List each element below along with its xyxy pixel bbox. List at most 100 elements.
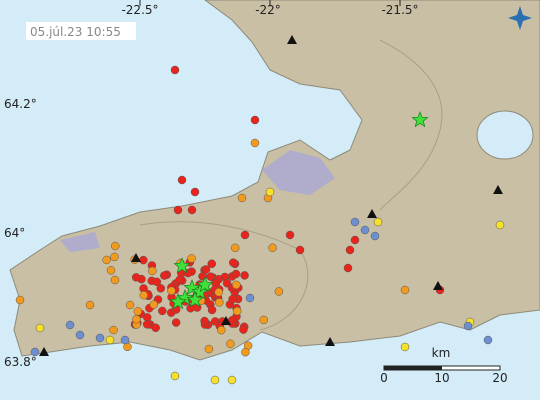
earthquake	[132, 314, 141, 324]
earthquake	[228, 258, 238, 267]
earthquake	[232, 306, 242, 316]
longitude-label: -22.5°	[121, 3, 158, 17]
lake	[476, 110, 534, 160]
station	[221, 316, 231, 325]
earthquake	[158, 306, 167, 316]
earthquake	[156, 284, 166, 293]
earthquake	[85, 300, 95, 310]
longitude-label: -21.5°	[381, 3, 418, 17]
earthquake	[228, 294, 237, 304]
station	[367, 209, 377, 218]
earthquake	[30, 347, 40, 357]
earthquake	[237, 193, 247, 203]
earthquake	[345, 245, 355, 255]
scale-tick: 0	[380, 371, 388, 385]
earthquake	[187, 254, 196, 263]
earthquake	[206, 272, 215, 281]
earthquake	[370, 231, 380, 241]
earthquake	[215, 298, 224, 307]
earthquake	[15, 295, 25, 305]
earthquake	[131, 273, 141, 282]
earthquake	[139, 290, 149, 300]
earthquake	[35, 323, 45, 333]
earthquake	[149, 300, 159, 309]
earthquake	[268, 243, 277, 253]
earthquake	[240, 271, 249, 280]
graticule	[139, 0, 401, 6]
earthquake	[190, 187, 200, 197]
scale-unit: km	[432, 346, 451, 360]
earthquake	[259, 315, 269, 325]
timestamp: 05.júl.23 10:55	[30, 25, 121, 39]
earthquake	[110, 275, 120, 285]
earthquake	[239, 325, 248, 334]
large-earthquake	[183, 279, 201, 296]
earthquake	[495, 220, 505, 230]
earthquake	[250, 115, 260, 125]
earthquake	[102, 255, 111, 265]
earthquake	[173, 205, 183, 215]
earthquake	[241, 347, 250, 357]
earthquake	[105, 335, 115, 345]
earthquake	[200, 316, 209, 326]
large-earthquake	[196, 276, 214, 293]
latitude-label: 64°	[4, 226, 25, 240]
earthquake	[400, 342, 410, 352]
earthquake	[207, 305, 217, 315]
large-earthquake	[176, 289, 194, 306]
earthquake	[125, 300, 135, 310]
earthquake	[75, 330, 85, 340]
earthquake	[207, 259, 217, 269]
scale-tick: 20	[492, 371, 507, 385]
station	[325, 337, 335, 346]
earthquake	[111, 241, 120, 251]
earthquake	[400, 285, 410, 295]
latitude-label: 64.2°	[4, 97, 37, 111]
earthquake	[171, 318, 181, 327]
earthquake	[160, 271, 169, 280]
earthquake	[170, 371, 180, 381]
earthquake	[343, 263, 353, 273]
timestamp-box	[26, 22, 136, 40]
earthquake	[109, 325, 118, 335]
earthquake	[175, 275, 184, 285]
station	[433, 281, 443, 290]
contour	[379, 39, 443, 211]
large-earthquake	[169, 293, 187, 310]
earthquake	[204, 344, 214, 354]
earthquake	[285, 230, 295, 240]
earthquake	[250, 138, 260, 148]
earthquake	[373, 217, 383, 227]
earthquake	[187, 205, 197, 215]
earthquake	[142, 320, 152, 329]
logo	[508, 6, 532, 30]
station	[287, 35, 297, 44]
earthquake	[245, 293, 255, 303]
earthquake	[214, 287, 223, 297]
earthquake	[106, 266, 116, 275]
station	[493, 185, 503, 194]
latitude-label: 63.8°	[4, 355, 37, 369]
earthquake	[110, 252, 119, 262]
earthquake	[265, 187, 275, 197]
scale-tick: 10	[434, 371, 449, 385]
station	[39, 347, 49, 356]
earthquake	[210, 375, 220, 385]
earthquake	[170, 65, 180, 75]
earthquake	[350, 217, 360, 227]
earthquake	[148, 266, 157, 276]
earthquake	[167, 286, 176, 296]
earthquake	[230, 243, 240, 253]
large-earthquake	[173, 257, 191, 274]
earthquake	[217, 325, 226, 335]
earthquake	[120, 335, 130, 345]
earthquake	[201, 265, 211, 274]
longitude-label: -22°	[255, 3, 281, 17]
earthquake	[177, 175, 187, 185]
large-earthquake	[186, 291, 204, 308]
earthquake	[483, 335, 493, 345]
urban-area	[60, 232, 100, 252]
earthquake	[360, 225, 370, 235]
urban-area	[262, 150, 335, 195]
large-earthquake	[411, 111, 429, 128]
